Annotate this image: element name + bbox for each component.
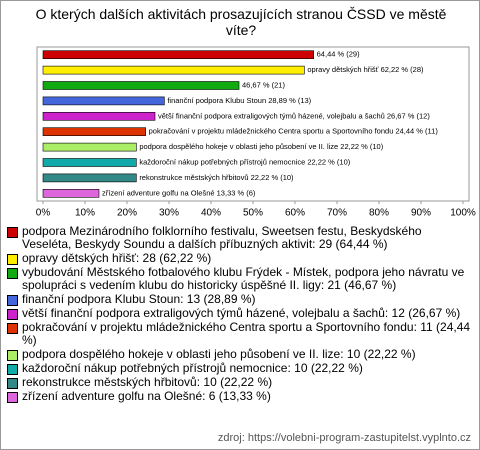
bar [42,142,137,152]
bar-label: opravy dětských hřišť 62,22 % (28) [307,65,424,74]
legend-swatch [7,323,18,334]
bar [42,189,100,198]
legend-label: pokračování v projektu mládežnického Cen… [22,320,471,347]
bar [42,112,156,121]
x-tick-label: 90% [411,208,431,219]
chart-title: O kterých dalších aktivitách prosazující… [35,6,447,38]
legend-item: finanční podpora Klubu Stoun: 13 (28,89 … [7,293,473,306]
bar-label: každoroční nákup potřebných přístrojů ne… [139,157,350,166]
legend-label: opravy dětských hřišť: 28 (62,22 %) [22,251,212,265]
legend-label: větší finanční podpora extraligových tým… [22,306,461,320]
legend-label: rekonstrukce městských hřbitovů: 10 (22,… [22,375,273,389]
chart: 64,44 % (29) opravy dětských hřišť 62,22 … [36,46,476,219]
x-tick-label: 70% [327,208,347,219]
legend-label: vybudování Městského fotbalového klubu F… [22,265,465,292]
legend-label: každoroční nákup potřebných přístrojů ne… [22,361,363,375]
bar [42,65,305,75]
x-tick-label: 0% [36,208,51,219]
x-tick-label: 60% [285,208,305,219]
legend-label: podpora Mezinárodního folklorního festiv… [22,224,422,251]
x-tick-label: 50% [243,208,263,219]
legend-swatch [7,227,18,238]
legend-item: opravy dětských hřišť: 28 (62,22 %) [7,252,473,265]
bar-label: 46,67 % (21) [242,80,285,89]
legend-item: zřízení adventure golfu na Olešné: 6 (13… [7,390,473,403]
legend-swatch [7,392,18,403]
bar-label: pokračování v projektu mládežnického Cen… [149,127,439,136]
bar-label: podpora dospělého hokeje v oblasti jeho … [139,142,383,151]
bar-label: finanční podpora Klubu Stoun 28,89 % (13… [167,96,311,105]
legend-swatch [7,309,18,320]
bar [42,127,146,136]
legend-swatch [7,295,18,306]
x-tick-label: 100% [450,208,476,219]
legend-item: pokračování v projektu mládežnického Cen… [7,321,473,347]
legend-item: vybudování Městského fotbalového klubu F… [7,266,473,292]
legend-swatch [7,254,18,265]
bar [42,96,165,106]
bar [42,50,314,59]
legend-label: podpora dospělého hokeje v oblasti jeho … [22,347,416,361]
bar [42,173,137,183]
x-tick-label: 10% [75,208,95,219]
legend-swatch [7,350,18,361]
x-tick-label: 30% [159,208,179,219]
x-tick-label: 80% [369,208,389,219]
legend-item: podpora dospělého hokeje v oblasti jeho … [7,348,473,361]
bar-label: zřízení adventure golfu na Olešné 13,33 … [102,188,256,197]
legend: podpora Mezinárodního folklorního festiv… [7,225,473,404]
bar-label: rekonstrukce městských hřbitovů 22,22 % … [139,173,294,182]
legend-item: podpora Mezinárodního folklorního festiv… [7,225,473,251]
legend-label: zřízení adventure golfu na Olešné: 6 (13… [22,389,271,403]
legend-swatch [7,364,18,375]
legend-label: finanční podpora Klubu Stoun: 13 (28,89 … [22,292,256,306]
legend-item: větší finanční podpora extraligových tým… [7,307,473,320]
x-axis: 0% 10% 20% 30% 40% 50% 60% 70% 80% 90% 100% [36,201,476,219]
bar-group: 64,44 % (29) opravy dětských hřišť 62,22 … [42,50,439,198]
legend-swatch [7,268,18,279]
bar-label: 64,44 % (29) [317,50,360,59]
legend-item: každoroční nákup potřebných přístrojů ne… [7,362,473,375]
source: zdroj: https://volebni-program-zastupite… [217,432,471,444]
legend-item: rekonstrukce městských hřbitovů: 10 (22,… [7,376,473,389]
bar [42,81,240,90]
bar-label: větší finanční podpora extraligových tým… [158,111,430,120]
x-tick-label: 40% [201,208,221,219]
x-tick-label: 20% [117,208,137,219]
legend-swatch [7,378,18,389]
bar [42,158,137,167]
